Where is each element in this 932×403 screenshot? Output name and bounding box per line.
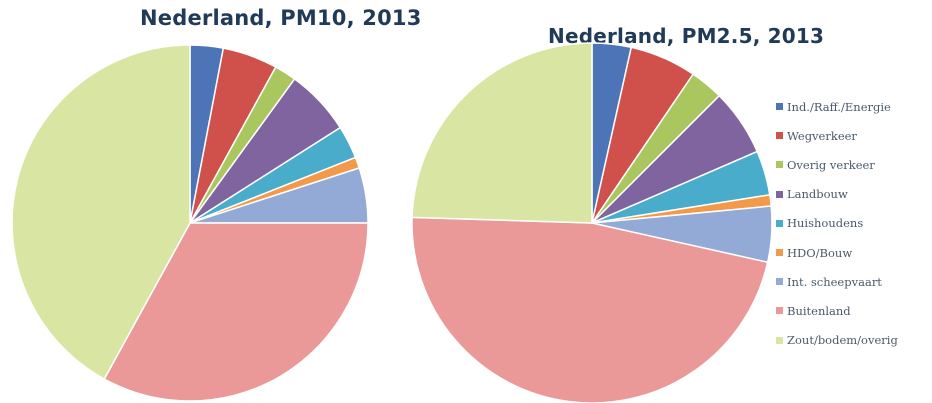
legend-label: Zout/bodem/overig xyxy=(787,333,898,348)
legend-label: Landbouw xyxy=(787,187,848,202)
pie-slice-buitenland xyxy=(411,216,769,403)
legend-item: Wegverkeer xyxy=(776,121,898,150)
legend-swatch xyxy=(776,103,783,111)
legend-swatch xyxy=(776,190,783,198)
pie-slice-buitenland xyxy=(103,222,369,402)
legend-label: Huishoudens xyxy=(787,216,864,231)
legend-item: Landbouw xyxy=(776,180,898,209)
chart-title-pm10: Nederland, PM10, 2013 xyxy=(140,6,422,30)
legend-swatch xyxy=(776,278,783,286)
legend-swatch xyxy=(776,161,783,169)
legend-item: Huishoudens xyxy=(776,209,898,238)
pie-chart-pm25 xyxy=(411,42,773,403)
legend-item: Ind./Raff./Energie xyxy=(776,92,898,121)
legend-swatch xyxy=(776,132,783,140)
pie-slice-zout-bodem-overig xyxy=(11,44,191,380)
legend-label: Overig verkeer xyxy=(787,157,875,172)
chart-legend: Ind./Raff./Energie Wegverkeer Overig ver… xyxy=(776,92,898,355)
legend-label: Ind./Raff./Energie xyxy=(787,99,891,114)
legend-swatch xyxy=(776,336,783,344)
legend-label: Int. scheepvaart xyxy=(787,274,882,289)
legend-label: HDO/Bouw xyxy=(787,245,853,260)
legend-item: Overig verkeer xyxy=(776,150,898,179)
legend-item: HDO/Bouw xyxy=(776,238,898,267)
legend-item: Zout/bodem/overig xyxy=(776,326,898,355)
legend-swatch xyxy=(776,307,783,315)
legend-swatch xyxy=(776,219,783,227)
pie-chart-pm10 xyxy=(11,44,369,402)
legend-swatch xyxy=(776,249,783,257)
legend-label: Wegverkeer xyxy=(787,128,857,143)
legend-item: Buitenland xyxy=(776,296,898,325)
pie-slice-zout-bodem-overig xyxy=(411,42,593,224)
legend-item: Int. scheepvaart xyxy=(776,267,898,296)
legend-label: Buitenland xyxy=(787,303,851,318)
